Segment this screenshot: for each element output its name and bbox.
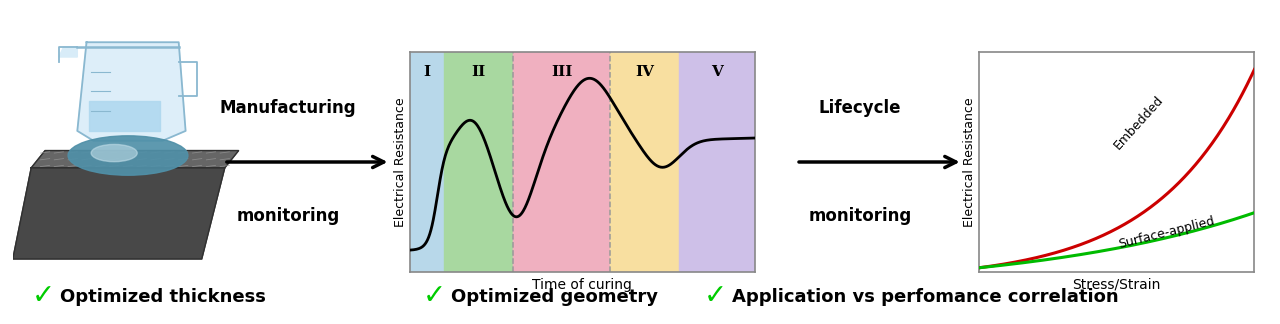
Polygon shape (31, 151, 238, 168)
Bar (680, 52, 755, 272)
Bar (513, 52, 611, 272)
Text: IV: IV (635, 65, 654, 79)
Text: V: V (712, 65, 723, 79)
Text: Lifecycle: Lifecycle (819, 98, 901, 117)
Y-axis label: Electrical Resistance: Electrical Resistance (394, 97, 407, 227)
Polygon shape (13, 168, 225, 259)
Text: III: III (550, 65, 572, 79)
Text: ✓: ✓ (704, 283, 727, 310)
Y-axis label: Electrical Resistance: Electrical Resistance (964, 97, 977, 227)
Bar (611, 52, 680, 272)
Text: Surface-applied: Surface-applied (1117, 214, 1216, 251)
X-axis label: Time of curing: Time of curing (532, 278, 632, 292)
Polygon shape (88, 101, 160, 131)
Text: ✓: ✓ (422, 283, 445, 310)
Text: Application vs perfomance correlation: Application vs perfomance correlation (732, 288, 1119, 307)
Ellipse shape (91, 145, 137, 162)
Text: Manufacturing: Manufacturing (220, 98, 356, 117)
Bar (410, 52, 444, 272)
Text: monitoring: monitoring (237, 207, 339, 226)
Text: ✓: ✓ (32, 283, 55, 310)
Text: Optimized geometry: Optimized geometry (451, 288, 658, 307)
Bar (444, 52, 513, 272)
Text: I: I (424, 65, 430, 79)
Polygon shape (59, 47, 77, 57)
X-axis label: Stress/Strain: Stress/Strain (1073, 278, 1161, 292)
Text: II: II (471, 65, 486, 79)
Text: monitoring: monitoring (809, 207, 911, 226)
Ellipse shape (68, 136, 188, 175)
Text: Optimized thickness: Optimized thickness (60, 288, 266, 307)
Polygon shape (77, 42, 186, 141)
Text: Embedded: Embedded (1111, 93, 1166, 152)
